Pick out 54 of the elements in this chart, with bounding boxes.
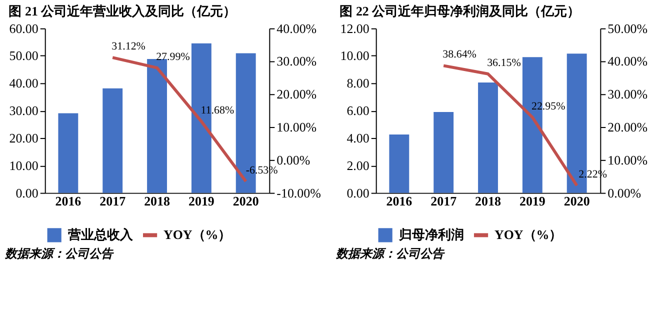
y2-tick-label: 50.00% [608,20,648,36]
y2-tick-label: -10.00% [276,185,322,200]
y-tick-label: 10.00 [340,48,370,64]
data-label: 31.12% [112,40,146,53]
x-tick-label: 2018 [144,193,170,208]
data-label: 27.99% [156,50,190,63]
bar [389,134,410,193]
x-tick-label: 2016 [386,193,413,208]
y-tick-label: 0.00 [16,185,38,200]
y-tick-label: 10.00 [9,158,38,173]
y-tick-label: 12.00 [340,20,370,36]
bar [102,88,123,193]
y-tick-label: 60.00 [9,20,38,36]
y-tick-label: 2.00 [346,158,370,173]
source-note: 数据来源：公司公告 [334,246,446,261]
y2-tick-label: 40.00% [276,20,317,36]
x-tick-label: 2019 [519,193,546,208]
legend-label: 归母净利润 [398,227,464,242]
x-tick-label: 2019 [188,193,215,208]
bar [434,112,454,193]
data-label: 36.15% [487,56,521,69]
y2-tick-label: 0.00% [608,185,642,200]
y-tick-label: 6.00 [346,103,370,118]
y2-tick-label: 20.00% [608,120,648,135]
y2-tick-label: 30.00% [608,86,648,102]
bar [58,113,78,193]
x-tick-label: 2020 [564,193,590,208]
x-tick-label: 2018 [475,193,502,208]
x-tick-label: 2020 [232,193,259,208]
bar [147,59,167,193]
y-tick-label: 0.00 [346,185,370,200]
y2-tick-label: 20.00% [276,86,317,102]
bar [478,82,498,193]
data-label: 38.64% [442,48,476,61]
y2-tick-label: 0.00% [276,152,310,168]
y-tick-label: 4.00 [346,130,370,146]
x-tick-label: 2016 [55,193,82,208]
y-tick-label: 50.00 [9,48,38,64]
legend-label: YOY（%） [164,227,232,242]
y-tick-label: 20.00 [9,130,38,146]
y-tick-label: 40.00 [9,76,38,91]
y2-tick-label: 10.00% [608,152,648,168]
y2-tick-label: 40.00% [608,54,648,69]
chart-title: 图 22 公司近年归母净利润及同比（亿元） [340,3,580,18]
x-tick-label: 2017 [430,193,458,208]
y-tick-label: 30.00 [9,103,38,118]
y2-tick-label: 30.00% [276,54,317,69]
chart-title: 图 21 公司近年营业收入及同比（亿元） [8,3,236,18]
x-tick-label: 2017 [100,193,126,208]
y2-tick-label: 10.00% [276,120,317,135]
source-note: 数据来源：公司公告 [4,246,115,261]
legend-label: 营业总收入 [66,227,134,242]
legend-label: YOY（%） [494,227,562,242]
y-tick-label: 8.00 [346,76,370,91]
